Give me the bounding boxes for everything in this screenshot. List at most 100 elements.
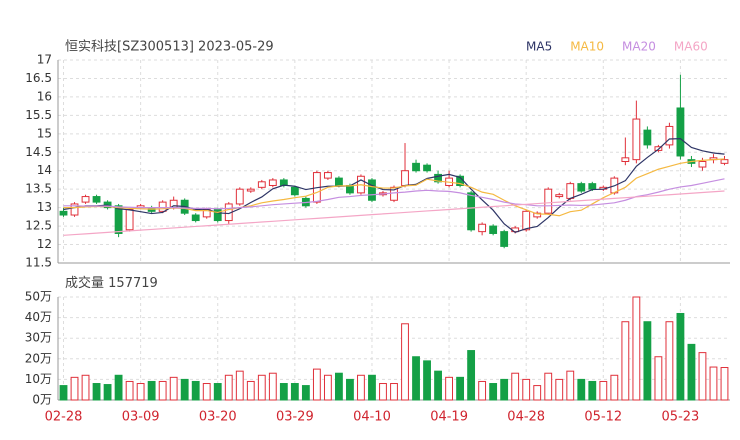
volume-bar — [92, 383, 101, 401]
ma-line — [63, 138, 725, 234]
candle-body — [213, 208, 222, 222]
candle-body — [665, 125, 674, 146]
volume-bar — [70, 376, 79, 401]
candle-body — [533, 212, 542, 218]
volume-bar — [290, 383, 299, 401]
volume-bar — [632, 296, 641, 401]
volume-bar — [434, 370, 442, 401]
candle-body — [125, 208, 134, 231]
chart-title: 恒实科技[SZ300513] 2023-05-29 — [65, 40, 274, 55]
candle-body — [158, 201, 167, 212]
candle-body — [257, 181, 266, 188]
volume-bar — [368, 374, 376, 401]
candle-body — [467, 192, 476, 231]
candle-body — [566, 183, 575, 199]
volume-bar — [599, 380, 608, 401]
candle-body — [544, 188, 553, 214]
candle-body — [114, 205, 123, 234]
candle-body — [235, 188, 244, 205]
x-tick-label: 05-23 — [662, 410, 700, 425]
volume-bar — [698, 352, 707, 401]
y-tick-label: 15 — [37, 126, 52, 140]
volume-bar — [687, 343, 696, 401]
volume-bar — [577, 378, 586, 401]
volume-bar — [456, 376, 465, 401]
y-tick-label: 13.5 — [25, 182, 52, 196]
volume-bar — [665, 321, 674, 401]
candle-body — [698, 161, 707, 168]
volume-bar — [709, 366, 718, 401]
volume-bar — [379, 383, 387, 401]
x-tick-label: 03-09 — [122, 410, 160, 425]
volume-bar — [213, 383, 222, 401]
volume-bar — [202, 383, 211, 401]
x-tick-label: 04-28 — [507, 410, 545, 425]
volume-bar — [610, 374, 619, 401]
volume-bar — [180, 378, 189, 401]
candle-body — [643, 129, 652, 146]
y-tick-label: 14.5 — [25, 145, 52, 159]
ma-line — [63, 178, 725, 210]
y-tick-label: 15.5 — [25, 108, 52, 122]
volume-bar — [346, 378, 354, 401]
volume-bar — [555, 378, 564, 401]
volume-bar — [390, 383, 398, 401]
volume-bar — [489, 383, 498, 401]
volume-bar — [500, 378, 509, 401]
volume-bar — [136, 383, 145, 401]
volume-title: 成交量 157719 — [65, 275, 158, 291]
candle-body — [246, 188, 255, 192]
y-tick-label: 11.5 — [25, 256, 52, 270]
y-tick-label: 14 — [37, 163, 52, 177]
candle-body — [489, 225, 498, 234]
volume-bar — [147, 380, 156, 401]
volume-bar — [279, 383, 288, 401]
volume-bar — [301, 385, 310, 401]
volume-bar — [312, 368, 321, 401]
candle-body — [555, 194, 564, 198]
volume-bar — [191, 380, 200, 401]
volume-bar — [257, 374, 266, 401]
volume-bar — [235, 370, 244, 401]
volume-bar — [544, 372, 553, 401]
volume-bar — [59, 385, 68, 401]
volume-bar — [720, 367, 729, 401]
candle-body — [401, 170, 409, 186]
x-tick-label: 04-10 — [353, 410, 391, 425]
y-tick-label: 17 — [37, 53, 52, 67]
candle-body — [720, 159, 729, 164]
x-tick-label: 03-29 — [276, 410, 314, 425]
candle-body — [290, 186, 299, 196]
y-tick-label: 12.5 — [25, 219, 52, 233]
candle-body — [335, 177, 343, 186]
volume-latest: 157719 — [108, 276, 158, 291]
volume-bar — [522, 378, 531, 401]
y-tick-label: 30万 — [25, 331, 52, 345]
volume-bar — [423, 360, 431, 401]
volume-bar — [566, 370, 575, 401]
volume-bar — [676, 312, 685, 401]
y-tick-label: 50万 — [25, 290, 52, 304]
y-tick-label: 16 — [37, 89, 52, 103]
candle-body — [81, 196, 90, 203]
volume-bar — [588, 380, 597, 401]
volume-bar — [335, 372, 343, 401]
x-tick-label: 03-20 — [199, 410, 237, 425]
ma-line — [63, 190, 725, 236]
candle-body — [478, 223, 487, 233]
x-tick-label: 02-28 — [45, 410, 83, 425]
y-tick-label: 20万 — [25, 351, 52, 365]
volume-bar — [445, 376, 453, 401]
volume-bar — [246, 380, 255, 401]
y-tick-label: 12 — [37, 237, 52, 251]
volume-bar — [125, 380, 134, 401]
volume-bar — [478, 380, 487, 401]
volume-bar — [169, 376, 178, 401]
volume-bar — [533, 385, 542, 401]
candle-body — [588, 183, 597, 190]
legend-entry: MA60 — [674, 40, 708, 54]
volume-bar — [158, 380, 167, 401]
y-tick-label: 0万 — [32, 393, 52, 407]
candle-body — [676, 107, 685, 157]
legend-entry: MA20 — [622, 40, 656, 54]
